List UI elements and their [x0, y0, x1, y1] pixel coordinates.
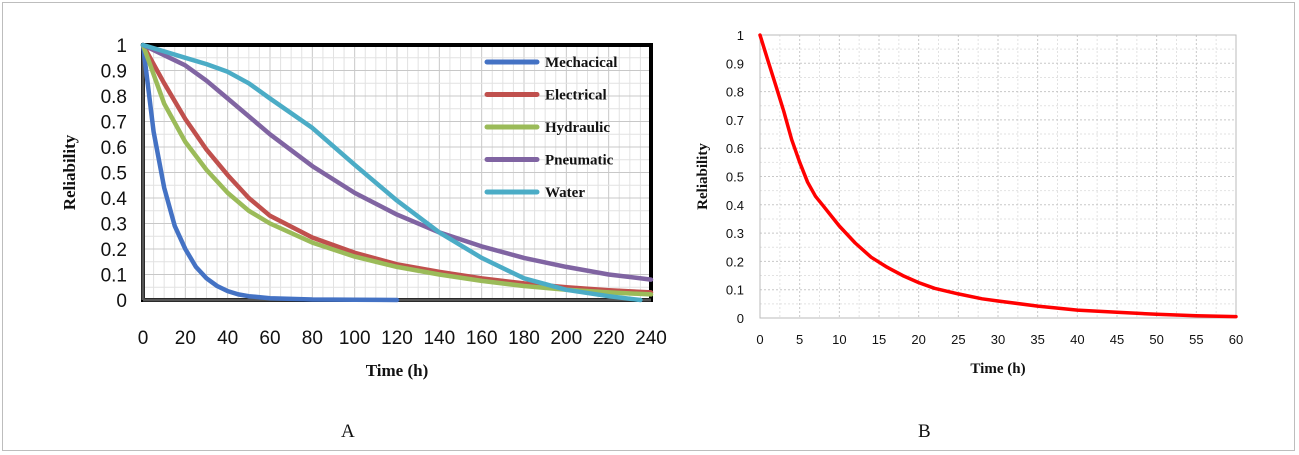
y-tick-label: 0.2 [726, 254, 744, 269]
x-tick-label: 240 [635, 328, 667, 349]
x-tick-label: 100 [339, 328, 371, 349]
series-line-reliability [758, 33, 1238, 319]
grid-b [759, 34, 1237, 319]
y-tick-label: 1 [116, 36, 127, 57]
series-line-pneumatic [140, 42, 654, 282]
x-tick-label: 45 [1110, 332, 1124, 347]
x-tick-label: 60 [1229, 332, 1243, 347]
series-group-b [758, 33, 1238, 319]
x-tick-label: 15 [872, 332, 886, 347]
legend-label-pneumatic: Pneumatic [545, 153, 614, 169]
y-tick-label: 0.6 [726, 141, 744, 156]
x-ticks-b: 0 5 10 15 20 25 30 35 40 45 50 55 60 [756, 332, 1243, 347]
x-tick-label: 40 [217, 328, 238, 349]
series-line-water [140, 42, 643, 303]
legend-label-hydraulic: Hydraulic [545, 120, 610, 136]
x-tick-label: 20 [175, 328, 196, 349]
series-line-hydraulic [140, 42, 654, 297]
legend-label-water: Water [545, 185, 585, 201]
y-ticks-a: 0 0.1 0.2 0.3 0.4 0.5 0.6 0.7 0.8 0.9 1 [101, 36, 128, 312]
x-tick-label: 5 [796, 332, 803, 347]
y-tick-label: 0.9 [101, 62, 127, 83]
x-axis-label-a: Time (h) [366, 361, 429, 380]
x-tick-label: 160 [466, 328, 498, 349]
panel-label-b: B [918, 421, 931, 442]
x-tick-label: 10 [832, 332, 846, 347]
y-tick-label: 0.8 [726, 85, 744, 100]
x-tick-label: 25 [951, 332, 965, 347]
legend-label-mechacical: Mechacical [545, 55, 617, 71]
x-tick-label: 80 [302, 328, 323, 349]
x-axis-label-b: Time (h) [970, 361, 1025, 377]
y-tick-label: 0.6 [101, 138, 127, 159]
x-tick-label: 35 [1030, 332, 1044, 347]
legend-a: Mechacical Electrical Hydraulic Pneumatic Wa… [484, 55, 617, 201]
chart-a: 0 20 40 60 80 100 120 140 160 180 200 220 240 0 0.1 0.… [60, 36, 667, 380]
y-tick-label: 0 [116, 291, 127, 312]
panel-label-a: A [341, 421, 355, 442]
x-tick-label: 200 [550, 328, 582, 349]
y-axis-label-a: Reliability [60, 134, 79, 210]
x-tick-label: 40 [1070, 332, 1084, 347]
y-tick-label: 0.4 [726, 198, 744, 213]
y-tick-label: 0.7 [101, 113, 127, 134]
y-tick-label: 0.5 [101, 164, 127, 185]
series-group-a [140, 42, 654, 303]
y-tick-label: 0.9 [726, 56, 744, 71]
x-tick-label: 55 [1189, 332, 1203, 347]
x-tick-label: 20 [911, 332, 925, 347]
x-tick-label: 30 [991, 332, 1005, 347]
y-tick-label: 0.1 [726, 283, 744, 298]
y-tick-label: 0.7 [726, 113, 744, 128]
x-tick-label: 220 [593, 328, 625, 349]
y-tick-label: 0.3 [101, 215, 127, 236]
x-tick-label: 50 [1149, 332, 1163, 347]
y-tick-label: 0.3 [726, 226, 744, 241]
x-ticks-a: 0 20 40 60 80 100 120 140 160 180 200 220 240 [138, 328, 667, 349]
y-axis-label-b: Reliability [695, 143, 711, 210]
x-tick-label: 0 [138, 328, 149, 349]
x-tick-label: 0 [756, 332, 763, 347]
y-tick-label: 0 [737, 311, 744, 326]
x-tick-label: 140 [423, 328, 455, 349]
y-tick-label: 0.2 [101, 240, 127, 261]
y-tick-label: 0.5 [726, 170, 744, 185]
y-tick-label: 0.8 [101, 87, 127, 108]
plot-border-b [759, 34, 1237, 319]
y-tick-label: 0.4 [101, 189, 128, 210]
x-tick-label: 120 [381, 328, 413, 349]
legend-label-electrical: Electrical [545, 88, 607, 104]
y-tick-label: 0.1 [101, 266, 127, 287]
chart-b: 0 5 10 15 20 25 30 35 40 45 50 55 60 0 0.1 0.2 0.3 0.4 0.… [695, 28, 1243, 377]
x-tick-label: 180 [508, 328, 540, 349]
series-line-mechacical [140, 42, 400, 303]
y-ticks-b: 0 0.1 0.2 0.3 0.4 0.5 0.6 0.7 0.8 0.9 1 [726, 28, 744, 326]
y-tick-label: 1 [737, 28, 744, 43]
x-tick-label: 60 [259, 328, 280, 349]
